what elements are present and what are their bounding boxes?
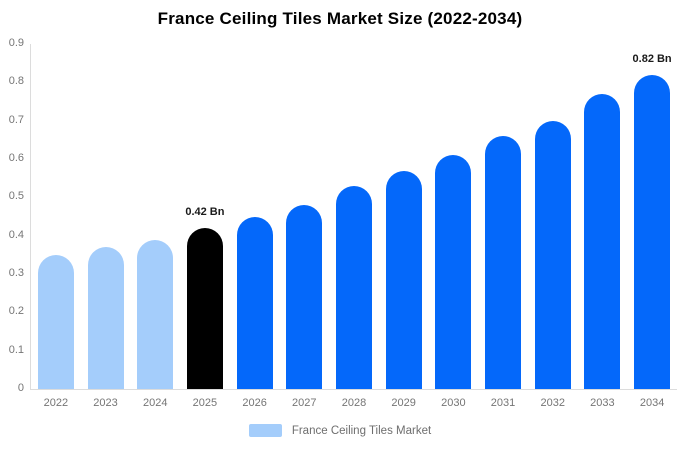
bar-value-label-2025: 0.42 Bn — [185, 206, 225, 218]
y-axis-tick-label: 0.1 — [8, 343, 24, 356]
y-axis-tick-label: 0.3 — [8, 267, 24, 279]
y-axis-tick-label: 0.2 — [8, 305, 24, 318]
x-axis-label-2033: 2033 — [590, 397, 615, 409]
y-axis-tick-label: 0.6 — [8, 152, 24, 164]
bar-2022[interactable] — [37, 254, 74, 389]
x-axis-label-2028: 2028 — [341, 397, 367, 409]
x-axis-label-2034: 2034 — [639, 397, 665, 409]
y-axis-tick-label: 0.9 — [8, 37, 24, 49]
legend-item-france-ceiling-tiles-market[interactable]: France Ceiling Tiles Market — [248, 424, 432, 437]
x-axis-label-2032: 2032 — [540, 397, 565, 409]
bar-2033[interactable] — [584, 93, 621, 389]
bar-slot-2022: 2022 — [31, 44, 81, 409]
bar-slot-2027: 2027 — [279, 44, 329, 409]
x-axis-label-2024: 2024 — [142, 397, 168, 409]
x-axis-label-2023: 2023 — [93, 397, 118, 409]
x-axis-label-2031: 2031 — [490, 397, 516, 409]
bar-slot-2025: 0.42 Bn 2025 — [180, 44, 230, 409]
legend-swatch — [248, 424, 282, 437]
y-axis-tick-label: 0.4 — [8, 228, 24, 241]
bar-2034[interactable] — [634, 74, 671, 389]
plot-area: 2022 2023 2024 0.42 Bn 2025 2026 2027 2028 2029 2… — [30, 44, 677, 409]
chart-title: France Ceiling Tiles Market Size (2022-2… — [157, 9, 523, 28]
bar-2030[interactable] — [435, 155, 472, 389]
bar-value-label-2034: 0.82 Bn — [632, 52, 672, 65]
y-axis-tick-label: 0.5 — [8, 190, 24, 203]
bar-slot-2028: 2028 — [329, 44, 379, 409]
bar-slot-2030: 2030 — [429, 44, 479, 409]
bar-2023[interactable] — [87, 247, 124, 389]
y-axis-tick-label: 0.8 — [8, 75, 24, 88]
x-axis-label-2022: 2022 — [43, 397, 69, 409]
y-axis-tick-label: 0 — [17, 382, 24, 394]
bar-2029[interactable] — [385, 170, 422, 389]
bar-slot-2033: 2033 — [578, 44, 628, 409]
x-axis-label-2030: 2030 — [441, 397, 466, 409]
bar-slot-2031: 2031 — [478, 44, 528, 409]
bar-slot-2032: 2032 — [528, 44, 578, 409]
legend-label: France Ceiling Tiles Market — [291, 424, 432, 437]
bar-slot-2023: 2023 — [81, 44, 131, 409]
bar-slot-2024: 2024 — [130, 44, 180, 409]
bar-2032[interactable] — [534, 120, 571, 389]
bar-slot-2029: 2029 — [379, 44, 429, 409]
bar-2031[interactable] — [485, 136, 522, 389]
y-axis-tick-label: 0.7 — [8, 113, 24, 126]
bar-2027[interactable] — [286, 205, 323, 389]
x-axis-label-2027: 2027 — [292, 397, 317, 409]
bar-slot-2034: 0.82 Bn 2034 — [627, 44, 677, 409]
bar-2028[interactable] — [335, 185, 372, 389]
x-axis-label-2029: 2029 — [391, 397, 416, 409]
legend: France Ceiling Tiles Market — [0, 424, 680, 437]
bar-2025[interactable] — [186, 228, 223, 389]
bar-2024[interactable] — [137, 239, 174, 389]
x-axis-label-2025: 2025 — [192, 397, 218, 409]
bar-2026[interactable] — [236, 216, 273, 389]
bar-slot-2026: 2026 — [230, 44, 280, 409]
x-axis-label-2026: 2026 — [242, 397, 267, 409]
